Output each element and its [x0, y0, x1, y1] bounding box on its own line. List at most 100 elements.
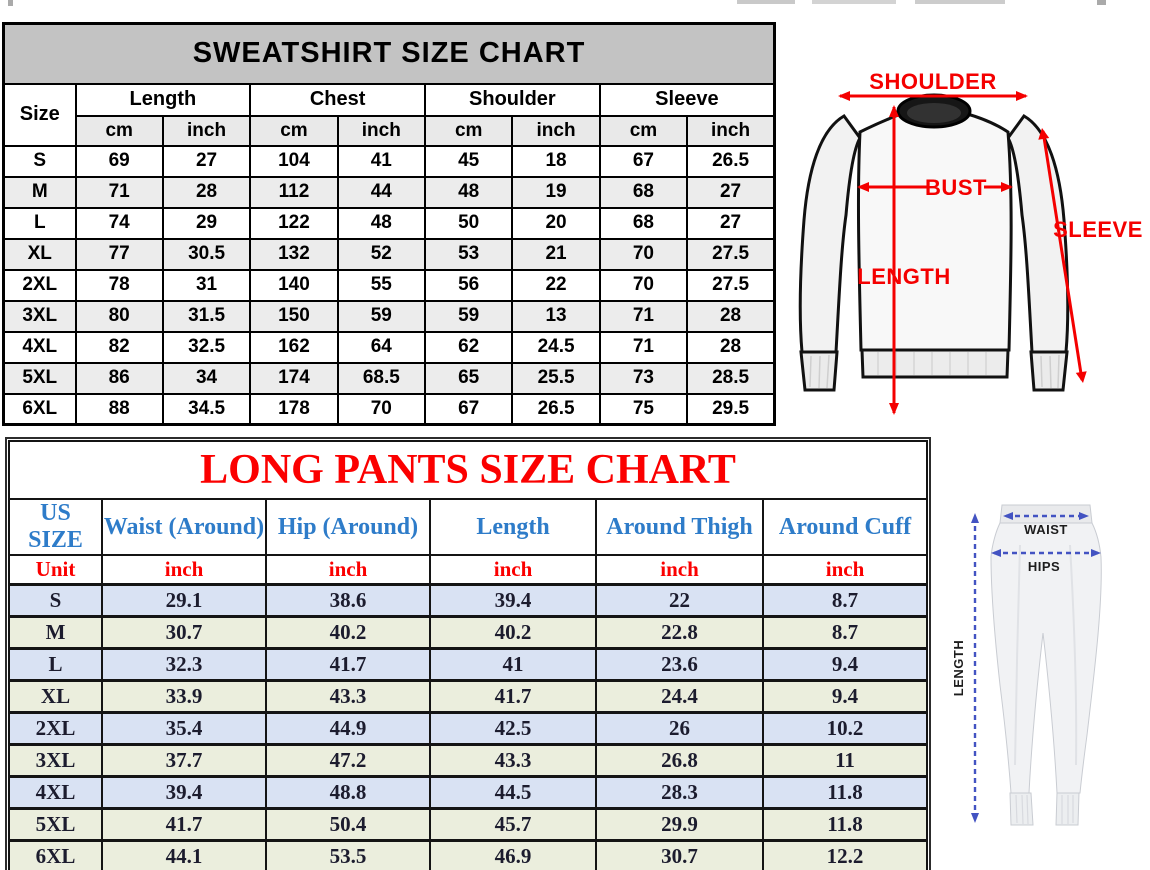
table-row: 3XL 80 31.5 150 59 59 13 71 28	[2, 299, 776, 333]
value-cell: 27	[686, 206, 776, 240]
unit-header: Unit	[8, 554, 103, 585]
bust-measure-label: BUST	[925, 175, 987, 200]
value-cell: 27	[686, 175, 776, 209]
value-cell: 26.8	[595, 742, 764, 778]
value-cell: 35.4	[101, 710, 267, 746]
value-cell: 70	[598, 268, 689, 302]
sweatshirt-group-header-row: Size Length Chest Shoulder Sleeve	[2, 82, 776, 147]
value-cell: 70	[336, 392, 427, 426]
col-header-length: Length	[429, 498, 597, 556]
unit-header: inch	[686, 114, 776, 147]
size-cell: M	[8, 614, 103, 650]
pants-header-row: US SIZE Waist (Around) Hip (Around) Leng…	[8, 498, 928, 556]
table-row: M 71 28 112 44 48 19 68 27	[2, 175, 776, 209]
value-cell: 28.3	[595, 774, 764, 810]
value-cell: 32.5	[161, 330, 252, 364]
value-cell: 68	[598, 206, 689, 240]
value-cell: 178	[249, 392, 339, 426]
value-cell: 27.5	[686, 268, 776, 302]
long-pants-size-table: LONG PANTS SIZE CHART US SIZE Waist (Aro…	[8, 440, 928, 870]
value-cell: 68	[598, 175, 689, 209]
value-cell: 64	[336, 330, 427, 364]
value-cell: 41.7	[101, 806, 267, 842]
value-cell: 74	[74, 206, 164, 240]
group-header-shoulder: Shoulder	[424, 82, 601, 117]
value-cell: 52	[336, 237, 427, 271]
size-cell: 3XL	[8, 742, 103, 778]
unit-header: inch	[511, 114, 601, 147]
col-header-cuff: Around Cuff	[762, 498, 928, 556]
pants-length-measure-label: LENGTH	[951, 640, 966, 696]
size-cell: S	[8, 582, 103, 618]
value-cell: 41.7	[265, 646, 431, 682]
value-cell: 39.4	[429, 582, 597, 618]
value-cell: 11.8	[762, 774, 928, 810]
value-cell: 53	[423, 237, 514, 271]
sweatshirt-body	[856, 111, 1013, 352]
value-cell: 48	[336, 206, 427, 240]
value-cell: 65	[423, 361, 514, 395]
value-cell: 25.5	[511, 361, 601, 395]
value-cell: 55	[336, 268, 427, 302]
value-cell: 34	[161, 361, 252, 395]
value-cell: 39.4	[101, 774, 267, 810]
value-cell: 24.4	[595, 678, 764, 714]
value-cell: 71	[74, 175, 164, 209]
value-cell: 28	[686, 330, 776, 364]
pants-title-row: LONG PANTS SIZE CHART	[8, 440, 928, 500]
size-cell: XL	[8, 678, 103, 714]
unit-header: cm	[423, 114, 514, 147]
size-cell: 6XL	[2, 392, 77, 426]
value-cell: 42.5	[429, 710, 597, 746]
value-cell: 59	[423, 299, 514, 333]
value-cell: 37.7	[101, 742, 267, 778]
value-cell: 29	[161, 206, 252, 240]
value-cell: 112	[249, 175, 339, 209]
value-cell: 26.5	[511, 392, 601, 426]
value-cell: 82	[74, 330, 164, 364]
value-cell: 30.7	[595, 838, 764, 870]
value-cell: 73	[598, 361, 689, 395]
col-header-waist: Waist (Around)	[101, 498, 267, 556]
sweatshirt-title-row: SWEATSHIRT SIZE CHART	[2, 22, 776, 85]
shoulder-measure-label: SHOULDER	[869, 69, 996, 94]
value-cell: 56	[423, 268, 514, 302]
table-row: S 29.1 38.6 39.4 22 8.7	[8, 582, 928, 618]
unit-header: inch	[429, 554, 597, 585]
table-row: 5XL 41.7 50.4 45.7 29.9 11.8	[8, 806, 928, 842]
size-cell: M	[2, 175, 77, 209]
value-cell: 88	[74, 392, 164, 426]
group-header-chest: Chest	[249, 82, 426, 117]
table-row: 5XL 86 34 174 68.5 65 25.5 73 28.5	[2, 361, 776, 395]
value-cell: 8.7	[762, 582, 928, 618]
size-cell: L	[8, 646, 103, 682]
hips-measure-label: HIPS	[1028, 559, 1060, 574]
value-cell: 23.6	[595, 646, 764, 682]
value-cell: 8.7	[762, 614, 928, 650]
unit-header: inch	[161, 114, 252, 147]
col-header-hip: Hip (Around)	[265, 498, 431, 556]
pants-chart-title: LONG PANTS SIZE CHART	[8, 440, 928, 500]
unit-header: inch	[265, 554, 431, 585]
sweatshirt-unit-row: cm inch cm inch cm inch cm inch	[4, 114, 776, 147]
value-cell: 40.2	[265, 614, 431, 650]
value-cell: 30.5	[161, 237, 252, 271]
value-cell: 62	[423, 330, 514, 364]
unit-header: inch	[762, 554, 928, 585]
value-cell: 27	[161, 144, 252, 178]
value-cell: 18	[511, 144, 601, 178]
value-cell: 28	[161, 175, 252, 209]
table-row: 6XL 88 34.5 178 70 67 26.5 75 29.5	[2, 392, 776, 426]
value-cell: 11	[762, 742, 928, 778]
group-header-sleeve: Sleeve	[598, 82, 776, 117]
size-cell: XL	[2, 237, 77, 271]
col-header-us-size: US SIZE	[8, 498, 103, 556]
group-header-length: Length	[74, 82, 252, 117]
value-cell: 43.3	[429, 742, 597, 778]
value-cell: 11.8	[762, 806, 928, 842]
value-cell: 86	[74, 361, 164, 395]
table-row: 2XL 35.4 44.9 42.5 26 10.2	[8, 710, 928, 746]
value-cell: 104	[249, 144, 339, 178]
table-row: 4XL 39.4 48.8 44.5 28.3 11.8	[8, 774, 928, 810]
